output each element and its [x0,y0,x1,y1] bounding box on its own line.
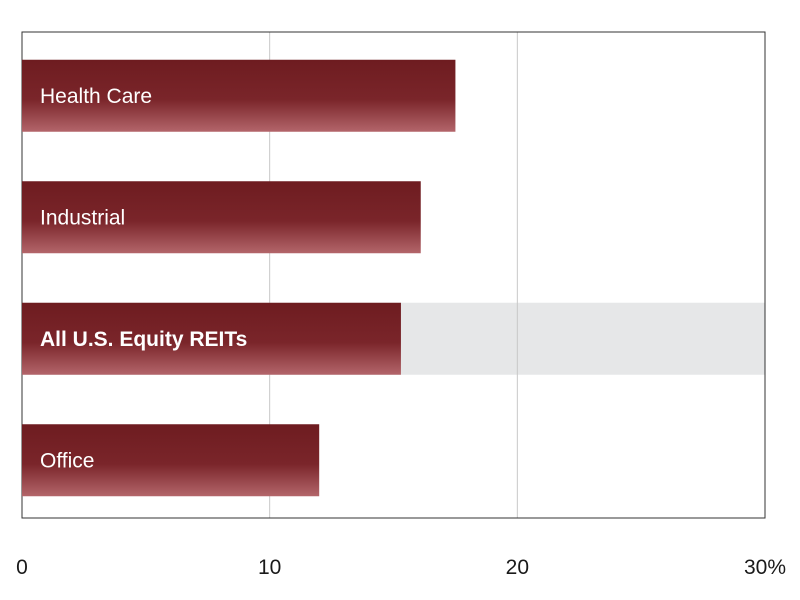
x-axis-tick-labels: 0 10 20 30% [16,556,786,579]
bar-label: Health Care [40,85,152,108]
x-tick-label: 20 [506,556,529,579]
bar-label: Office [40,449,94,472]
bar [22,302,401,375]
bar-label: Industrial [40,206,125,229]
bar [22,59,456,132]
bar-label: All U.S. Equity REITs [40,328,247,351]
x-tick-label: 30% [744,556,786,579]
bar [22,181,421,254]
bar-labels: Health Care Industrial All U.S. Equity REI… [40,85,247,473]
plot-frame [21,31,766,519]
bar [22,424,320,497]
x-tick-label: 0 [16,556,28,579]
bars [22,59,456,497]
x-tick-label: 10 [258,556,281,579]
